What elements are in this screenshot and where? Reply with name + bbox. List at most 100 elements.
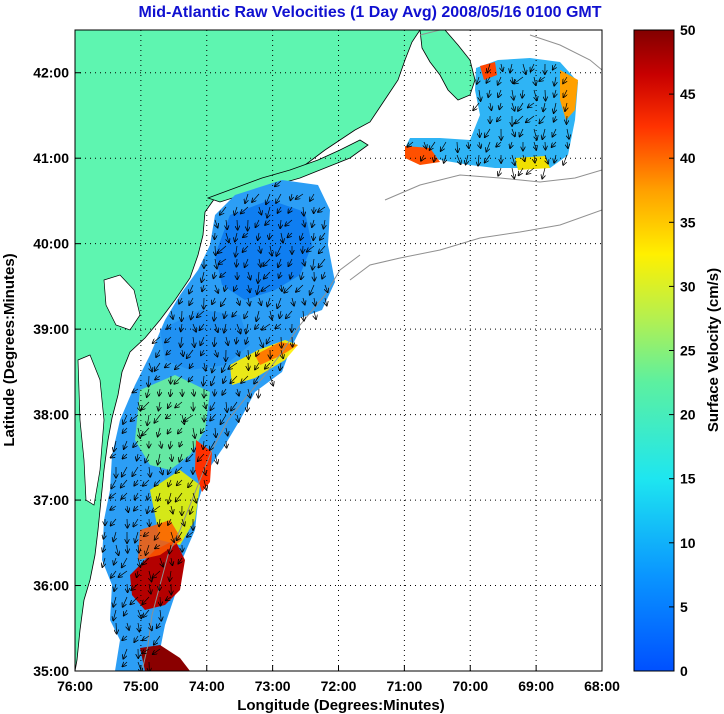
velocity-arrow [170,440,171,448]
velocity-arrow [127,583,128,592]
velocity-arrow [201,427,204,433]
velocity-arrow [193,440,194,452]
velocity-arrow [179,297,182,304]
velocity-arrow [137,453,138,460]
velocity-arrow [307,245,315,252]
velocity-arrow [146,544,150,555]
velocity-arrow [543,102,545,111]
velocity-arrow [159,388,160,396]
velocity-arrow [236,258,237,267]
velocity-arrow [116,544,119,555]
velocity-arrow [267,336,270,343]
velocity-arrow [545,154,548,163]
velocity-arrow [512,154,515,165]
velocity-arrow [280,362,281,370]
y-tick-label: 41:00 [33,150,69,166]
velocity-arrow [566,115,567,124]
velocity-arrow [123,648,128,659]
velocity-arrow [258,388,259,398]
velocity-arrow [512,76,513,83]
velocity-arrow [228,362,238,369]
velocity-arrow [134,635,138,642]
velocity-arrow [122,557,128,567]
velocity-arrow [143,609,150,617]
velocity-arrow [198,453,205,461]
velocity-arrow [522,89,523,98]
velocity-arrow [256,349,259,356]
velocity-arrow [278,258,281,267]
velocity-arrow [142,635,150,640]
velocity-arrow [220,271,227,277]
velocity-arrow [323,219,325,228]
velocity-arrow [514,76,524,83]
x-tick-label: 68:00 [584,678,620,694]
velocity-arrow [123,414,128,424]
velocity-arrow [232,310,238,317]
velocity-arrow [113,531,116,541]
velocity-arrow [241,375,249,383]
velocity-arrow [149,362,152,371]
velocity-arrow [111,479,117,488]
velocity-arrow [142,427,150,435]
velocity-arrow [292,297,294,306]
colorbar-tick-label: 0 [680,663,688,679]
velocity-arrow [102,557,105,567]
velocity-arrow [237,388,239,396]
velocity-arrow [181,323,182,331]
velocity-arrow [193,427,195,438]
velocity-arrow [155,362,161,371]
velocity-arrow [212,362,215,372]
velocity-arrow [215,427,216,437]
velocity-arrow [221,414,227,424]
velocity-arrow [138,622,139,631]
velocity-arrow [127,505,128,512]
velocity-arrow [288,233,293,237]
velocity-arrow [512,102,515,111]
velocity-arrow [284,284,293,293]
velocity-arrow [178,427,182,433]
velocity-arrow [278,206,281,213]
velocity-arrow [133,518,139,526]
velocity-arrow [204,362,206,370]
velocity-arrow [259,206,261,214]
velocity-arrow [182,518,184,526]
velocity-arrow [567,141,568,148]
velocity-arrow [267,206,270,218]
velocity-arrow [160,466,163,474]
velocity-arrow [176,466,183,473]
colorbar-tick-label: 35 [680,214,696,230]
velocity-arrow [262,323,271,330]
velocity-arrow [279,271,281,278]
velocity-arrow [191,310,193,319]
velocity-arrow [204,479,206,490]
velocity-arrow [187,531,194,537]
velocity-arrow [262,284,271,291]
velocity-arrow [259,245,261,253]
velocity-arrow [498,89,501,97]
velocity-arrow [246,336,248,344]
velocity-arrow [248,297,250,305]
velocity-arrow [265,219,271,225]
velocity-arrow [116,622,117,634]
velocity-arrow [531,63,534,71]
velocity-arrow [155,376,161,380]
velocity-arrow [235,232,237,241]
velocity-arrow [143,479,150,486]
x-tick-label: 70:00 [452,678,488,694]
velocity-arrow [103,544,105,552]
velocity-arrow [552,128,556,137]
velocity-arrow [187,349,194,358]
velocity-arrow [258,336,263,347]
velocity-arrow [490,102,491,110]
colorbar [633,29,675,672]
velocity-arrow [168,401,171,408]
velocity-va-red [195,440,212,492]
velocity-arrow [218,245,227,253]
velocity-arrow [255,323,259,329]
velocity-arrow [149,622,152,630]
velocity-arrow [211,375,216,385]
velocity-arrow [111,518,117,526]
velocity-arrow [168,479,171,486]
velocity-arrow [114,557,116,565]
